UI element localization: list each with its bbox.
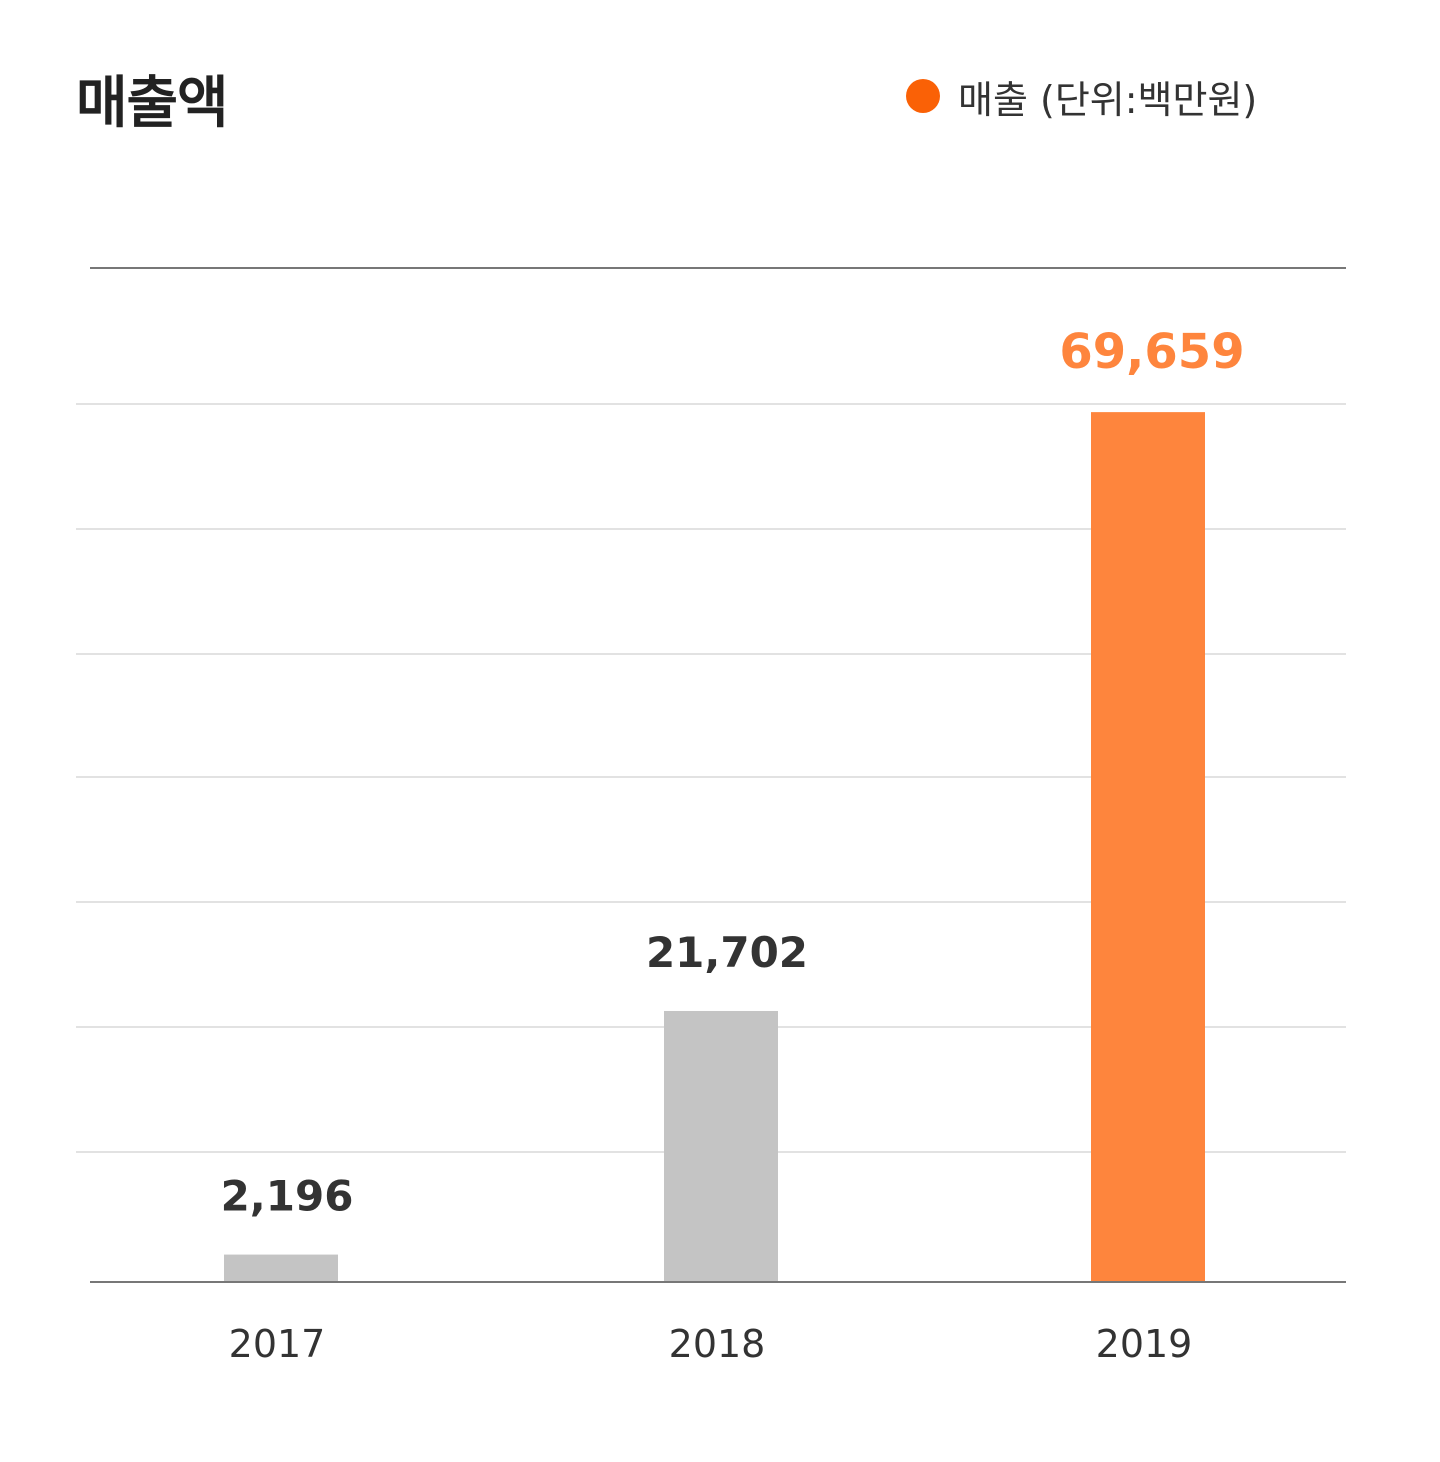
chart-title: 매출액 (76, 71, 229, 136)
legend: 매출 (단위:백만원) (906, 66, 1257, 126)
x-tick-label-2018: 2018 (669, 1322, 766, 1366)
x-tick-label-2019: 2019 (1096, 1322, 1193, 1366)
bar-2019 (1091, 412, 1205, 1282)
value-labels: 2,196 21,702 69,659 (221, 324, 1245, 1220)
bar-2018 (664, 1010, 778, 1282)
value-label-2019: 69,659 (1059, 324, 1244, 380)
legend-label: 매출 (단위:백만원) (958, 77, 1258, 122)
value-label-2018: 21,702 (646, 928, 808, 977)
legend-marker (906, 79, 940, 113)
bar-2017 (224, 1254, 338, 1282)
bars (224, 412, 1205, 1282)
x-tick-label-2017: 2017 (229, 1322, 326, 1366)
x-tick-labels: 2017 2018 2019 (229, 1322, 1193, 1366)
value-label-2017: 2,196 (221, 1172, 354, 1221)
